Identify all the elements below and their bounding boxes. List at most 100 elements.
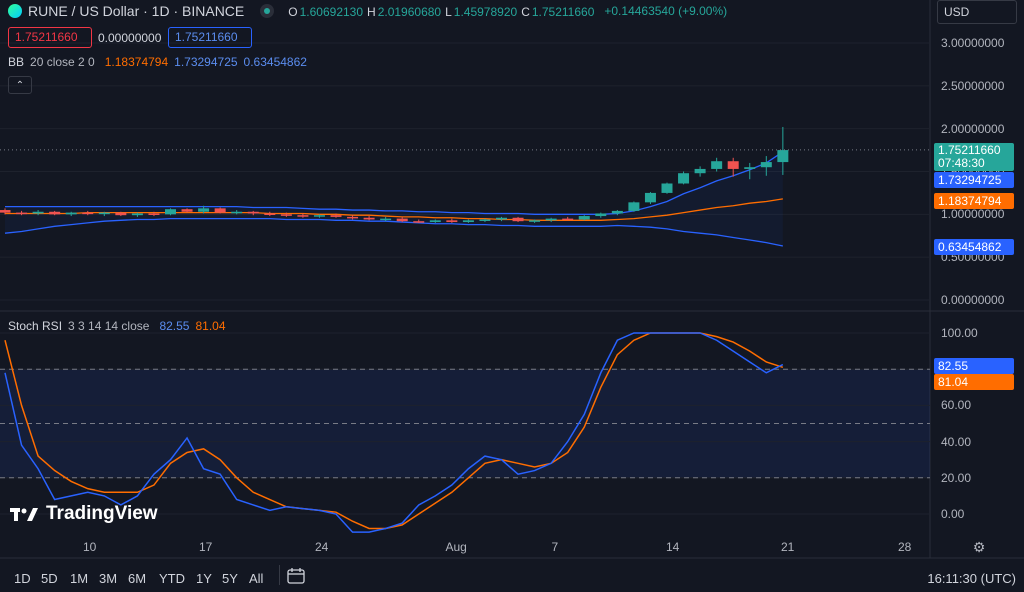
candle-body xyxy=(661,183,673,193)
candle-body xyxy=(545,218,557,221)
candle-body xyxy=(446,220,458,223)
time-axis-label: 14 xyxy=(666,540,680,554)
candle-body xyxy=(777,150,789,163)
time-axis-label: 17 xyxy=(199,540,213,554)
candle-body xyxy=(148,213,160,215)
timeframe-1y[interactable]: 1Y xyxy=(196,571,212,586)
candle-body xyxy=(694,168,706,174)
candle-body xyxy=(578,216,590,220)
bb-upper-tag: 1.73294725 xyxy=(934,172,1014,188)
candle-body xyxy=(711,161,723,169)
price-axis-label: 1.00000000 xyxy=(941,207,1005,222)
last-price-value: 1.75211660 xyxy=(938,143,1001,157)
time-axis-label: 7 xyxy=(551,540,559,554)
tradingview-logo[interactable]: TradingView xyxy=(10,503,158,525)
ohlc-value-l: 1.45978920 xyxy=(453,4,518,19)
currency-selector[interactable]: USD xyxy=(937,0,1017,24)
timeframe-5y[interactable]: 5Y xyxy=(222,571,238,586)
candle-body xyxy=(198,208,210,212)
timeframe-ytd[interactable]: YTD xyxy=(159,571,185,586)
candle-body xyxy=(32,211,44,214)
stoch-axis-label: 0.00 xyxy=(941,507,965,521)
countdown-value: 07:48:30 xyxy=(938,156,985,170)
ohlc-label-l: L xyxy=(445,4,452,19)
tradingview-logo-icon xyxy=(10,508,38,521)
stoch-legend[interactable]: Stoch RSI 3 3 14 14 close 82.55 81.04 xyxy=(8,319,226,333)
candle-body xyxy=(363,217,375,220)
candle-body xyxy=(760,162,772,168)
time-axis-label: 24 xyxy=(315,540,329,554)
bb-legend[interactable]: BB 20 close 2 0 1.18374794 1.73294725 0.… xyxy=(8,55,307,69)
tradingview-logo-text: TradingView xyxy=(46,503,158,524)
buy-button[interactable]: 1.75211660 xyxy=(168,27,252,48)
candle-body xyxy=(727,161,739,169)
price-axis-label: 2.50000000 xyxy=(941,78,1005,93)
collapse-legend-chevron-up-icon[interactable]: ⌃ xyxy=(8,76,32,94)
candle-body xyxy=(413,221,425,223)
candle-body xyxy=(678,173,690,184)
candle-body xyxy=(429,220,441,223)
gear-icon[interactable]: ⚙ xyxy=(972,539,986,555)
time-axis-label: 28 xyxy=(898,540,912,554)
toolbar-divider xyxy=(279,565,280,585)
candle-body xyxy=(628,202,640,211)
time-axis-label: 10 xyxy=(83,540,97,554)
time-axis-label: 21 xyxy=(781,540,795,554)
timeframe-all[interactable]: All xyxy=(249,571,264,586)
bb-upper-value: 1.73294725 xyxy=(174,55,238,69)
bb-lower-line xyxy=(4,217,783,247)
calendar-range-icon[interactable] xyxy=(287,568,305,584)
stoch-axis-label: 100.00 xyxy=(941,326,978,340)
bb-label: BB xyxy=(8,55,25,69)
candle-body xyxy=(595,213,607,217)
candle-body xyxy=(512,217,524,222)
stoch-k-line xyxy=(4,332,784,533)
stoch-label: Stoch RSI xyxy=(8,319,63,333)
ohlc-label-h: H xyxy=(367,4,376,19)
candle-body xyxy=(280,214,292,216)
candle-body xyxy=(49,211,61,215)
candle-body xyxy=(181,209,193,212)
bb-params: 20 close 2 0 xyxy=(30,55,95,69)
price-axis-label: 0.00000000 xyxy=(941,293,1005,307)
price-axis-label: 3.00000000 xyxy=(941,36,1005,50)
bb-basis-value: 1.18374794 xyxy=(104,55,169,69)
candle-body xyxy=(562,218,574,221)
candle-body xyxy=(330,215,342,217)
market-status-icon[interactable] xyxy=(260,4,275,18)
timeframe-1d[interactable]: 1D xyxy=(14,571,31,586)
stoch-k-tag: 82.55 xyxy=(934,358,1014,374)
candle-body xyxy=(98,212,110,215)
price-change: +0.14463540 (+9.00%) xyxy=(604,4,728,18)
candle-body xyxy=(247,211,259,214)
utc-clock[interactable]: 16:11:30 (UTC) xyxy=(927,571,1016,586)
bb-band-fill xyxy=(5,151,783,247)
candle-body xyxy=(0,210,11,213)
stoch-d-value: 81.04 xyxy=(195,319,226,333)
candle-body xyxy=(115,212,127,216)
candle-body xyxy=(496,217,507,220)
rune-logo-icon xyxy=(8,4,22,18)
stoch-d-tag: 81.04 xyxy=(934,374,1014,390)
candle-body xyxy=(380,218,392,221)
candle-body xyxy=(297,215,309,217)
bb-lower-tag: 0.63454862 xyxy=(934,239,1014,255)
ohlc-label-c: C xyxy=(521,4,530,19)
candle-body xyxy=(479,219,491,221)
candle-body xyxy=(396,218,408,222)
ohlc-value-c: 1.75211660 xyxy=(531,4,595,19)
timeframe-1m[interactable]: 1M xyxy=(70,571,89,586)
candle-body xyxy=(16,212,28,215)
symbol-legend: RUNE / US Dollar · 1D · BINANCE O 1.60692… xyxy=(8,3,731,19)
timeframe-3m[interactable]: 3M xyxy=(99,571,118,586)
ohlc-value-h: 2.01960680 xyxy=(377,4,442,19)
timeframe-5d[interactable]: 5D xyxy=(41,571,58,586)
time-axis-label: Aug xyxy=(445,540,467,554)
symbol-title[interactable]: RUNE / US Dollar · 1D · BINANCE xyxy=(28,3,245,19)
price-axis-label: 2.00000000 xyxy=(941,121,1005,136)
candle-body xyxy=(65,212,77,215)
stoch-axis-label: 40.00 xyxy=(941,434,972,449)
sell-button[interactable]: 1.75211660 xyxy=(8,27,92,48)
timeframe-6m[interactable]: 6M xyxy=(128,571,147,586)
